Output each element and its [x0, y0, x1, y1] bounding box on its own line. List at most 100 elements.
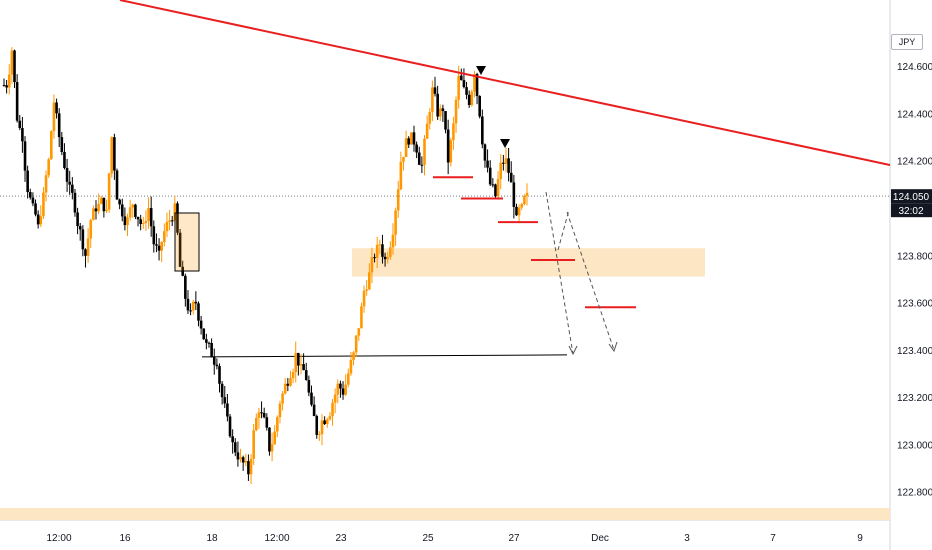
candle-down: [23, 141, 27, 171]
candle-up: [276, 417, 279, 432]
candle-down: [65, 167, 69, 182]
candle-down: [13, 50, 16, 83]
candle-up: [97, 203, 100, 212]
candle-down: [268, 427, 271, 452]
candle-up: [354, 335, 358, 353]
x-tick-label: 12:00: [264, 533, 289, 544]
candle-up: [402, 156, 405, 162]
candle-up: [396, 189, 400, 211]
candle-up: [525, 192, 529, 196]
candle-up: [281, 393, 284, 404]
candle-down: [488, 167, 492, 185]
candle-up: [438, 108, 442, 117]
candle-up: [99, 197, 103, 204]
candle-down: [71, 184, 74, 193]
candle-down: [28, 192, 32, 198]
candle-up: [163, 231, 166, 242]
candle-down: [152, 226, 156, 245]
y-tick-label: 123.600: [897, 299, 932, 310]
candle-down: [307, 379, 311, 393]
peak-marker-icon: [476, 66, 486, 75]
candle-down: [197, 303, 200, 321]
bottom-band: [0, 508, 890, 520]
candle-down: [194, 301, 198, 304]
candle-down: [310, 392, 313, 405]
candle-down: [31, 197, 35, 204]
currency-badge[interactable]: JPY: [891, 34, 923, 50]
candle-up: [318, 434, 321, 436]
candle-up: [499, 162, 503, 179]
candle-down: [36, 214, 40, 225]
candle-up: [273, 431, 276, 445]
candle-down: [178, 232, 182, 267]
candle-up: [249, 458, 253, 475]
candle-down: [78, 226, 82, 230]
x-tick-label: 27: [508, 533, 520, 544]
candle-down: [415, 144, 418, 153]
projection-arrowhead: [608, 341, 618, 353]
candle-down: [433, 87, 437, 94]
candle-up: [399, 161, 403, 190]
candle-down: [113, 137, 116, 171]
candle-down: [297, 352, 300, 366]
candle-up: [349, 360, 353, 374]
candle-up: [291, 372, 295, 379]
candle-up: [423, 138, 426, 165]
candle-down: [136, 216, 140, 220]
trendline: [119, 0, 891, 166]
candle-up: [128, 207, 132, 218]
x-tick-label: 25: [422, 533, 434, 544]
candle-down: [247, 461, 250, 475]
candle-down: [462, 80, 466, 88]
candle-up: [504, 158, 508, 164]
candle-up: [39, 216, 43, 225]
candle-down: [205, 339, 208, 343]
candle-down: [339, 383, 342, 389]
candle-up: [131, 204, 135, 208]
candle-up: [346, 373, 350, 385]
candle-down: [494, 184, 497, 197]
candle-up: [452, 123, 455, 141]
candle-down: [304, 370, 308, 380]
candle-up: [47, 159, 50, 176]
price-badge: 124.050: [893, 192, 930, 203]
candle-up: [239, 457, 242, 460]
candle-down: [5, 85, 8, 88]
candle-up: [173, 203, 177, 221]
candle-up: [344, 384, 347, 395]
candle-down: [215, 364, 219, 367]
x-tick-label: 7: [770, 533, 776, 544]
candle-up: [449, 140, 453, 163]
candle-down: [265, 417, 269, 428]
candle-down: [381, 244, 384, 257]
candle-up: [517, 207, 521, 216]
candle-up: [431, 87, 434, 113]
candle-up: [357, 328, 361, 336]
candle-up: [289, 378, 292, 386]
candle-down: [407, 138, 411, 145]
candle-down: [236, 452, 240, 460]
candle-down: [26, 170, 29, 193]
candle-down: [21, 128, 24, 142]
candle-down: [207, 342, 211, 344]
y-tick-label: 124.200: [897, 157, 932, 168]
y-tick-label: 123.000: [897, 440, 932, 451]
y-tick-label: 123.200: [897, 393, 932, 404]
candle-up: [352, 352, 355, 361]
candle-up: [147, 208, 150, 221]
candle-down: [515, 206, 518, 216]
candle-up: [362, 290, 366, 307]
candle-up: [386, 257, 390, 260]
candle-down: [323, 420, 326, 425]
candle-down: [184, 275, 187, 299]
candle-up: [278, 403, 282, 418]
candle-up: [52, 102, 56, 132]
candle-down: [139, 219, 142, 224]
candle-down: [76, 212, 79, 227]
candle-down: [220, 383, 224, 398]
candle-down: [73, 192, 77, 213]
candle-up: [368, 272, 371, 290]
candle-up: [257, 412, 261, 419]
